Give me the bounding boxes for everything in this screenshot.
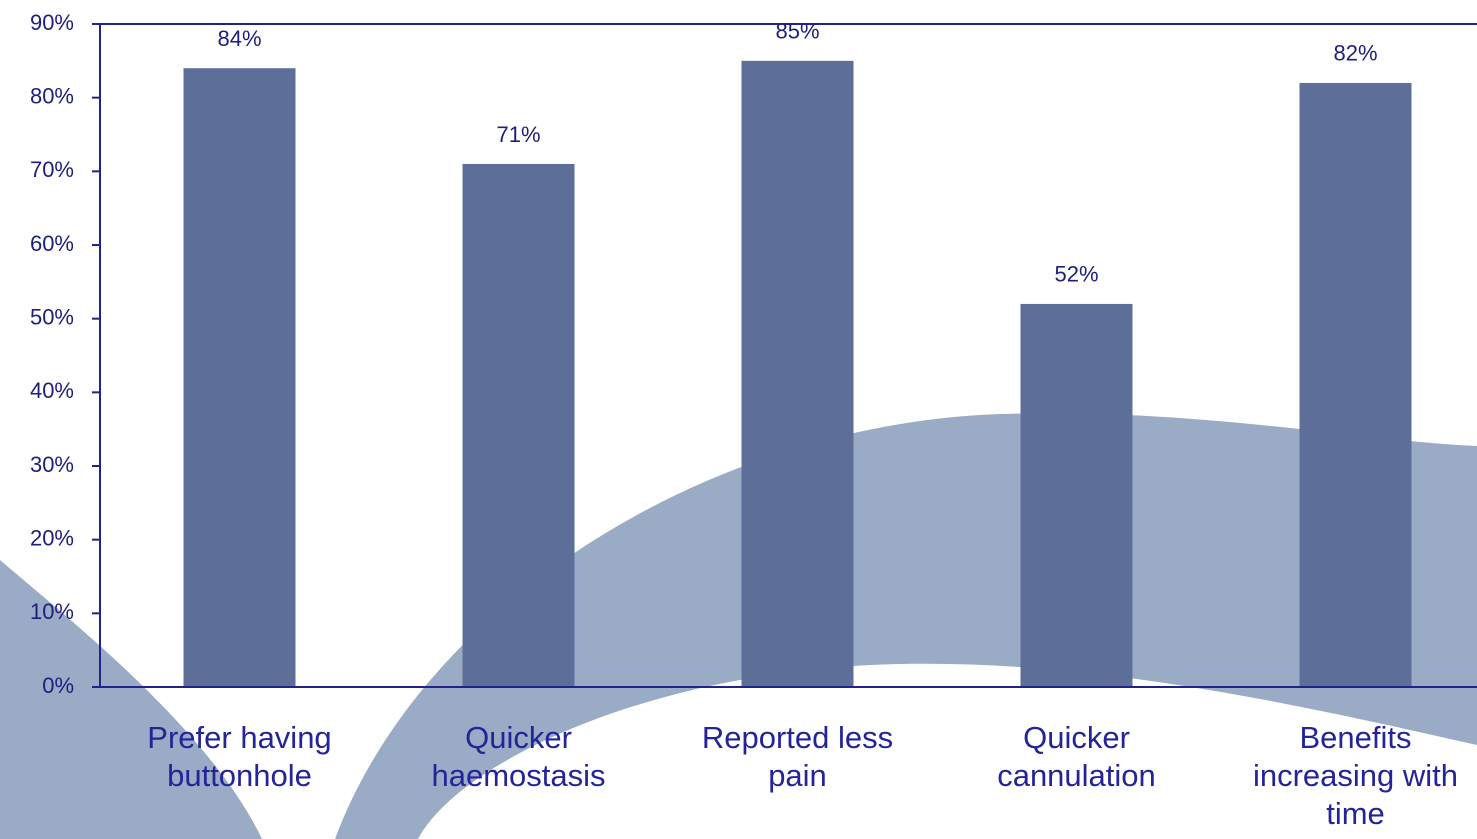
plot-area: 0% 10% 20% 30% 40% 50% 60% 70% 80% 90% 84% 71% 85% 52…	[30, 10, 1412, 698]
value-label: 85%	[775, 19, 819, 44]
y-tick-label: 60%	[30, 231, 74, 256]
y-tick-label: 80%	[30, 83, 74, 108]
value-label: 52%	[1054, 262, 1098, 287]
value-label: 71%	[496, 122, 540, 147]
y-tick-label: 90%	[30, 10, 74, 35]
bar	[1299, 82, 1412, 687]
x-tick-label: Benefits increasing with time	[1252, 720, 1459, 831]
y-tick-label: 10%	[30, 599, 74, 624]
y-tick-label: 30%	[30, 452, 74, 477]
bar	[741, 60, 854, 688]
y-tick-label: 20%	[30, 525, 74, 550]
x-tick-label: Reported less pain	[701, 720, 894, 793]
bar	[462, 163, 575, 687]
background-swoosh	[0, 413, 1477, 839]
x-tick-label: Quicker haemostasis	[431, 720, 606, 793]
y-tick-label: 70%	[30, 157, 74, 182]
y-tick-label: 0%	[42, 673, 74, 698]
x-tick-label: Quicker cannulation	[997, 720, 1156, 793]
y-tick-label: 50%	[30, 304, 74, 329]
bar	[1020, 303, 1133, 687]
bar	[183, 68, 296, 687]
x-tick-label: Prefer having buttonhole	[147, 720, 332, 793]
y-tick-label: 40%	[30, 378, 74, 403]
value-label: 84%	[217, 26, 261, 51]
value-label: 82%	[1333, 41, 1377, 66]
